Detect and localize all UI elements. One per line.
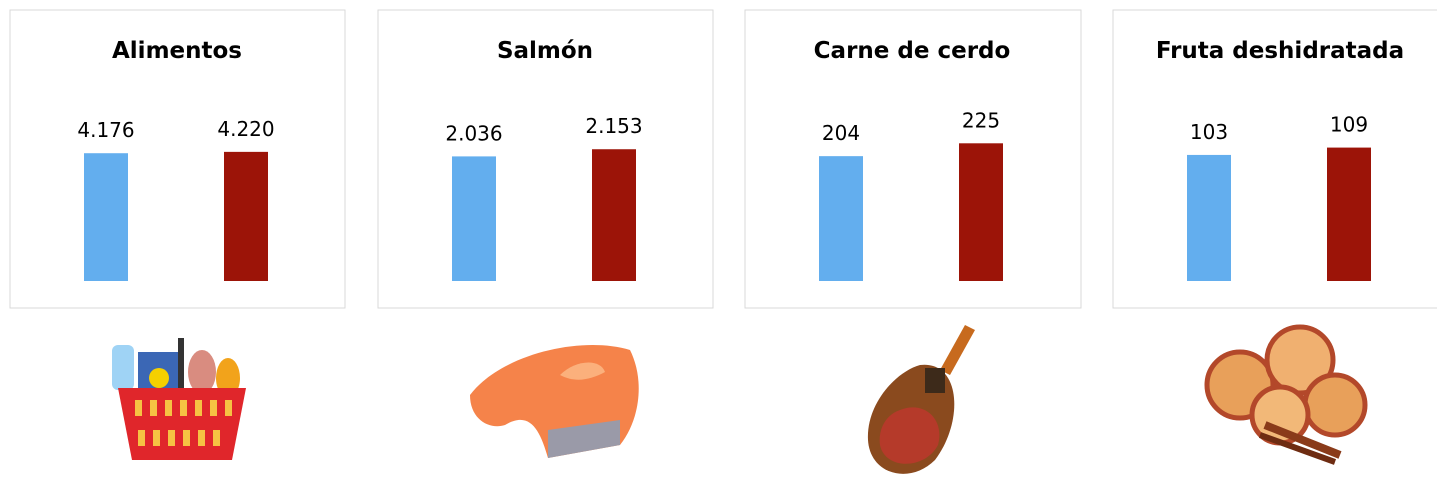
page: Alimentos 4.176 4.220 Salmón 2.036 2.153 Carne… <box>0 0 1437 483</box>
bar <box>592 149 636 281</box>
basket-icon <box>112 338 246 460</box>
salmon-icon <box>470 345 639 458</box>
value-label: 2.153 <box>585 114 642 138</box>
value-label: 4.220 <box>217 117 274 141</box>
value-label: 2.036 <box>445 121 502 145</box>
bar <box>452 156 496 281</box>
bar <box>84 153 128 281</box>
value-label: 204 <box>822 121 860 145</box>
chart-title: Carne de cerdo <box>814 38 1011 64</box>
chart-title: Fruta deshidratada <box>1156 38 1404 64</box>
chart-title: Alimentos <box>112 38 242 64</box>
chart-page: Alimentos 4.176 4.220 Salmón 2.036 2.153 Carne… <box>0 0 1437 483</box>
value-label: 103 <box>1190 120 1228 144</box>
value-label: 109 <box>1330 113 1368 137</box>
dried-fruit-icon <box>1207 327 1365 462</box>
value-label: 225 <box>962 108 1000 132</box>
bar <box>819 156 863 281</box>
ham-icon <box>868 325 975 474</box>
bar <box>1187 155 1231 281</box>
bar <box>1327 148 1371 281</box>
value-label: 4.176 <box>77 118 134 142</box>
chart-title: Salmón <box>497 38 593 64</box>
bar <box>959 143 1003 281</box>
bar <box>224 152 268 281</box>
